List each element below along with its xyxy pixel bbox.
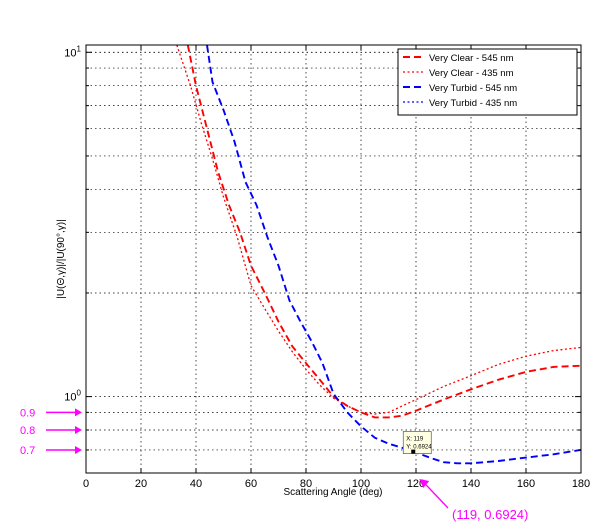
datatip: X: 119 Y: 0.6924 (402, 431, 432, 454)
series-line-1 (186, 45, 581, 419)
annotation-arrow-head (75, 445, 82, 454)
x-tick-label: 100 (352, 478, 370, 490)
plot-area (86, 45, 581, 473)
series-layer (176, 45, 581, 465)
x-tick-label: 80 (300, 478, 312, 490)
y-tick-label: 101 (64, 44, 81, 59)
annotation-point-label: (119, 0.6924) (452, 507, 528, 522)
legend-label: Very Clear - 435 nm (429, 68, 514, 79)
annotation-arrow-shaft (424, 483, 449, 509)
x-tick-label: 160 (517, 478, 535, 490)
series-line-2 (176, 45, 581, 415)
legend-label: Very Clear - 545 nm (429, 53, 514, 64)
legend-label: Very Turbid - 545 nm (429, 83, 517, 94)
x-tick-label: 60 (245, 478, 257, 490)
annotation-layer: 0.9 0.8 0.7 (119, 0.6924) (20, 407, 528, 522)
legend-label: Very Turbid - 435 nm (429, 98, 517, 109)
legend: Very Clear - 545 nm Very Clear - 435 nm Ve… (397, 48, 578, 116)
datatip-box (402, 431, 432, 454)
annotation-arrow-head (419, 479, 430, 488)
y-tick-label: 100 (64, 389, 81, 404)
datatip-y: Y: 0.6924 (406, 445, 432, 451)
y-tick-labels: 100 101 (64, 44, 81, 403)
annotation-label: 0.7 (20, 445, 35, 457)
datatip-marker (411, 449, 416, 454)
x-tick-labels: 0 20 40 60 80 100 120 140 160 180 (83, 478, 590, 490)
plot-frame (85, 44, 582, 474)
series-line-3 (206, 45, 581, 465)
x-tick-label: 0 (83, 478, 89, 490)
legend-box (397, 48, 578, 116)
annotation-label: 0.8 (20, 425, 35, 437)
annotation-arrow-head (75, 408, 82, 417)
x-tick-label: 20 (135, 478, 147, 490)
annotation-label: 0.9 (20, 407, 35, 419)
x-tick-label: 140 (462, 478, 480, 490)
x-tick-label: 40 (190, 478, 202, 490)
x-tick-label: 180 (572, 478, 590, 490)
y-axis-title: |U(Θ,γ)|/|U(90°,γ)| (56, 219, 67, 298)
x-axis-title: Scattering Angle (deg) (284, 487, 383, 498)
annotation-arrow-head (75, 425, 82, 434)
datatip-x: X: 119 (406, 437, 424, 443)
